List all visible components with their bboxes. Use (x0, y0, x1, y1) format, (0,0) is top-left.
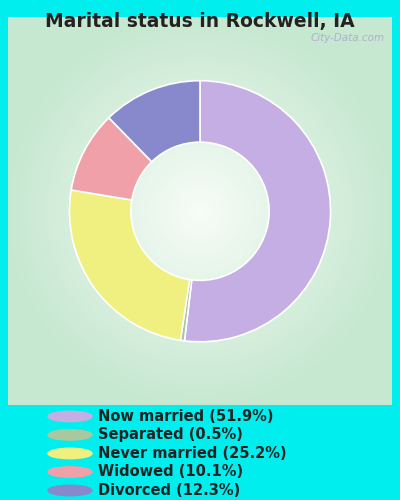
Text: Now married (51.9%): Now married (51.9%) (98, 409, 274, 424)
Wedge shape (184, 80, 330, 342)
Text: Widowed (10.1%): Widowed (10.1%) (98, 464, 243, 479)
Text: Divorced (12.3%): Divorced (12.3%) (98, 483, 240, 498)
Text: Never married (25.2%): Never married (25.2%) (98, 446, 287, 461)
Circle shape (48, 467, 92, 477)
Text: Marital status in Rockwell, IA: Marital status in Rockwell, IA (45, 12, 355, 32)
Circle shape (48, 486, 92, 496)
Wedge shape (71, 118, 152, 200)
Text: Separated (0.5%): Separated (0.5%) (98, 428, 243, 442)
Wedge shape (70, 190, 190, 340)
Text: City-Data.com: City-Data.com (310, 33, 384, 43)
Circle shape (48, 448, 92, 458)
Wedge shape (109, 80, 200, 162)
Circle shape (48, 411, 92, 422)
Circle shape (48, 430, 92, 440)
Wedge shape (180, 280, 192, 341)
